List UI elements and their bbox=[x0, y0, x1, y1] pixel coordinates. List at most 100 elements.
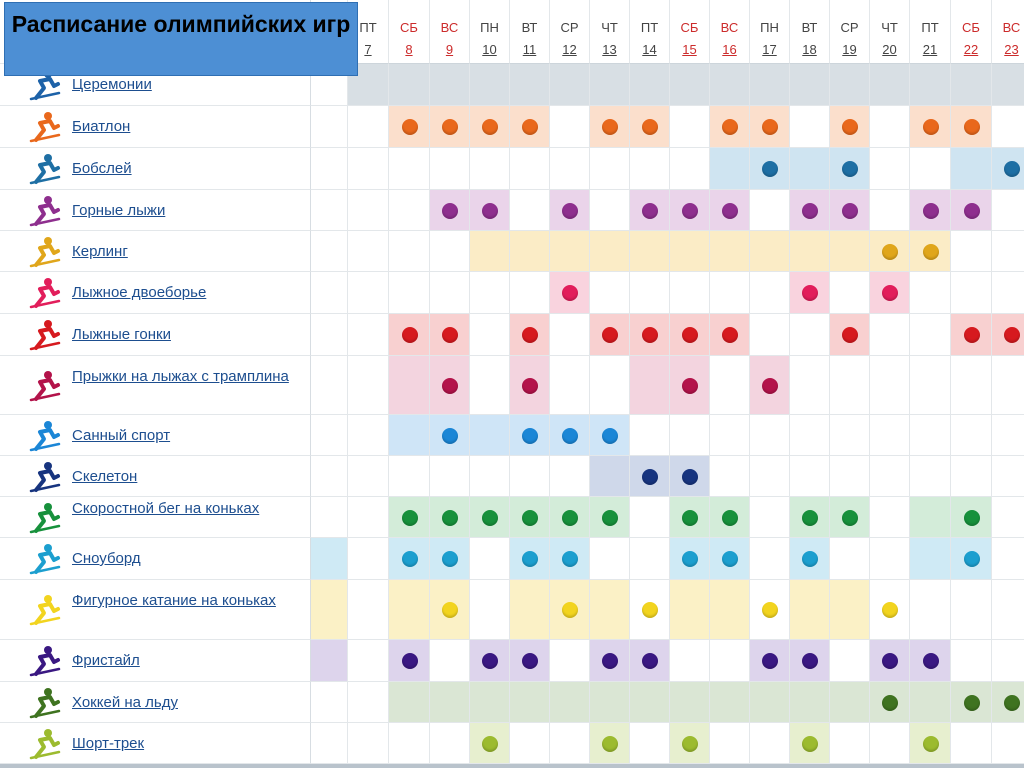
schedule-cell[interactable] bbox=[550, 231, 590, 272]
schedule-cell[interactable] bbox=[750, 640, 790, 682]
medal-event-dot[interactable] bbox=[722, 510, 738, 526]
sport-name-link[interactable]: Сноуборд bbox=[72, 550, 141, 567]
medal-event-dot[interactable] bbox=[882, 695, 898, 711]
schedule-cell[interactable] bbox=[550, 497, 590, 538]
schedule-cell[interactable] bbox=[630, 314, 670, 356]
schedule-cell[interactable] bbox=[630, 682, 670, 723]
medal-event-dot[interactable] bbox=[442, 378, 458, 394]
medal-event-dot[interactable] bbox=[482, 736, 498, 752]
sport-name-link[interactable]: Бобслей bbox=[72, 160, 132, 177]
medal-event-dot[interactable] bbox=[964, 510, 980, 526]
medal-event-dot[interactable] bbox=[682, 203, 698, 219]
medal-event-dot[interactable] bbox=[682, 736, 698, 752]
day-header[interactable]: ВТ 18 bbox=[790, 0, 830, 64]
schedule-cell[interactable] bbox=[430, 106, 470, 148]
schedule-cell[interactable] bbox=[910, 682, 951, 723]
day-number-link[interactable]: 14 bbox=[642, 42, 657, 57]
medal-event-dot[interactable] bbox=[642, 469, 658, 485]
medal-event-dot[interactable] bbox=[442, 327, 458, 343]
schedule-cell[interactable] bbox=[311, 538, 348, 580]
schedule-cell[interactable] bbox=[630, 456, 670, 497]
sport-name-link[interactable]: Фигурное катание на коньках bbox=[72, 592, 276, 609]
schedule-cell[interactable] bbox=[430, 356, 470, 415]
schedule-cell[interactable] bbox=[430, 415, 470, 456]
schedule-cell[interactable] bbox=[790, 497, 830, 538]
schedule-cell[interactable] bbox=[590, 231, 630, 272]
schedule-cell[interactable] bbox=[550, 682, 590, 723]
medal-event-dot[interactable] bbox=[762, 653, 778, 669]
schedule-cell[interactable] bbox=[670, 497, 710, 538]
schedule-cell[interactable] bbox=[830, 314, 870, 356]
medal-event-dot[interactable] bbox=[923, 244, 939, 260]
schedule-cell[interactable] bbox=[470, 64, 510, 106]
schedule-cell[interactable] bbox=[550, 190, 590, 231]
day-number-link[interactable]: 13 bbox=[602, 42, 617, 57]
day-header[interactable]: СБ 8 bbox=[389, 0, 430, 64]
day-number-link[interactable]: 19 bbox=[842, 42, 857, 57]
schedule-cell[interactable] bbox=[790, 64, 830, 106]
medal-event-dot[interactable] bbox=[802, 203, 818, 219]
medal-event-dot[interactable] bbox=[842, 203, 858, 219]
medal-event-dot[interactable] bbox=[802, 736, 818, 752]
schedule-cell[interactable] bbox=[510, 497, 550, 538]
medal-event-dot[interactable] bbox=[682, 510, 698, 526]
medal-event-dot[interactable] bbox=[722, 327, 738, 343]
medal-event-dot[interactable] bbox=[964, 327, 980, 343]
day-number-link[interactable]: 8 bbox=[405, 42, 413, 57]
medal-event-dot[interactable] bbox=[1004, 327, 1020, 343]
medal-event-dot[interactable] bbox=[802, 653, 818, 669]
medal-event-dot[interactable] bbox=[882, 285, 898, 301]
day-number-link[interactable]: 9 bbox=[445, 42, 454, 57]
schedule-cell[interactable] bbox=[951, 314, 992, 356]
schedule-cell[interactable] bbox=[910, 723, 951, 764]
schedule-cell[interactable] bbox=[951, 682, 992, 723]
schedule-cell[interactable] bbox=[590, 456, 630, 497]
medal-event-dot[interactable] bbox=[762, 119, 778, 135]
medal-event-dot[interactable] bbox=[722, 203, 738, 219]
schedule-cell[interactable] bbox=[470, 682, 510, 723]
schedule-cell[interactable] bbox=[389, 64, 430, 106]
medal-event-dot[interactable] bbox=[722, 119, 738, 135]
medal-event-dot[interactable] bbox=[402, 653, 418, 669]
medal-event-dot[interactable] bbox=[842, 119, 858, 135]
schedule-cell[interactable] bbox=[870, 272, 910, 314]
sport-name-link[interactable]: Скелетон bbox=[72, 468, 138, 485]
day-header[interactable]: СБ 22 bbox=[951, 0, 992, 64]
schedule-cell[interactable] bbox=[910, 497, 951, 538]
schedule-cell[interactable] bbox=[910, 64, 951, 106]
day-header[interactable]: ЧТ 13 bbox=[590, 0, 630, 64]
schedule-cell[interactable] bbox=[951, 106, 992, 148]
sport-name-link[interactable]: Прыжки на лыжах с трамплина bbox=[72, 368, 289, 385]
medal-event-dot[interactable] bbox=[682, 378, 698, 394]
schedule-cell[interactable] bbox=[590, 106, 630, 148]
schedule-cell[interactable] bbox=[430, 682, 470, 723]
schedule-cell[interactable] bbox=[630, 64, 670, 106]
medal-event-dot[interactable] bbox=[602, 119, 618, 135]
medal-event-dot[interactable] bbox=[882, 653, 898, 669]
medal-event-dot[interactable] bbox=[562, 602, 578, 618]
medal-event-dot[interactable] bbox=[682, 469, 698, 485]
medal-event-dot[interactable] bbox=[642, 203, 658, 219]
schedule-cell[interactable] bbox=[750, 356, 790, 415]
schedule-cell[interactable] bbox=[710, 190, 750, 231]
schedule-cell[interactable] bbox=[951, 64, 992, 106]
schedule-cell[interactable] bbox=[750, 682, 790, 723]
schedule-cell[interactable] bbox=[870, 640, 910, 682]
medal-event-dot[interactable] bbox=[442, 551, 458, 567]
schedule-cell[interactable] bbox=[670, 456, 710, 497]
medal-event-dot[interactable] bbox=[522, 119, 538, 135]
schedule-cell[interactable] bbox=[870, 682, 910, 723]
schedule-cell[interactable] bbox=[590, 723, 630, 764]
schedule-cell[interactable] bbox=[910, 106, 951, 148]
medal-event-dot[interactable] bbox=[923, 203, 939, 219]
schedule-cell[interactable] bbox=[830, 580, 870, 640]
medal-event-dot[interactable] bbox=[923, 119, 939, 135]
medal-event-dot[interactable] bbox=[762, 161, 778, 177]
schedule-cell[interactable] bbox=[790, 272, 830, 314]
medal-event-dot[interactable] bbox=[442, 119, 458, 135]
schedule-cell[interactable] bbox=[470, 190, 510, 231]
schedule-cell[interactable] bbox=[550, 64, 590, 106]
schedule-cell[interactable] bbox=[630, 190, 670, 231]
schedule-cell[interactable] bbox=[550, 580, 590, 640]
day-header[interactable]: ПТ 14 bbox=[630, 0, 670, 64]
